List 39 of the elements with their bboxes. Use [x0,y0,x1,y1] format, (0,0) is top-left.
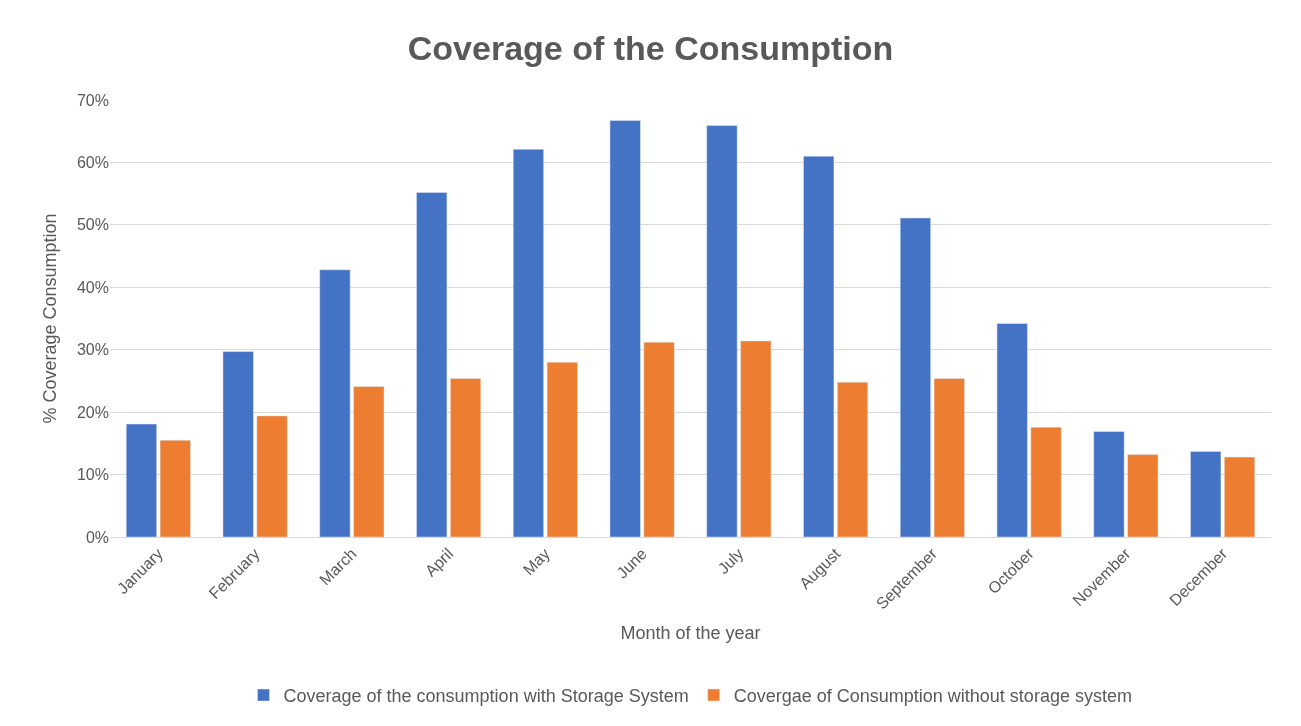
x-tick-label: July [714,544,747,578]
bar [803,155,835,537]
bar [416,192,448,537]
bar [512,149,544,537]
y-tick-label: 70% [76,91,109,109]
y-tick-label: 60% [76,154,109,172]
y-tick-label: 10% [76,466,109,484]
bar [125,423,157,537]
y-tick-label: 50% [76,216,109,234]
bar [1190,451,1222,537]
chart-title: Coverage of the Consumption [407,29,894,68]
bar [609,120,641,537]
y-tick-label: 30% [76,341,109,359]
bar [222,351,254,537]
bar [996,323,1028,537]
y-tick-label: 40% [76,278,109,296]
y-tick-label: 20% [76,403,109,421]
x-axis-title: Month of the year [620,623,761,644]
bar [1224,456,1256,537]
bar [643,341,675,537]
bar [256,415,288,537]
legend-label: Coverage of the consumption with Storage System [283,686,689,707]
bar [837,381,869,537]
legend-label: Covergae of Consumption without storage system [733,686,1132,707]
bar [353,386,385,537]
bar [450,378,482,537]
y-axis-title: % Coverage Consumption [40,213,61,424]
bar [933,378,965,537]
bar [706,125,738,537]
bar [1127,454,1159,537]
bar [740,340,772,537]
x-tick-label: May [519,544,554,579]
bar [546,361,578,537]
y-tick-label: 0% [85,528,109,546]
bar [1093,431,1125,537]
bar [1030,426,1062,537]
bar [899,217,931,537]
bar [319,269,351,537]
bar [159,439,191,537]
